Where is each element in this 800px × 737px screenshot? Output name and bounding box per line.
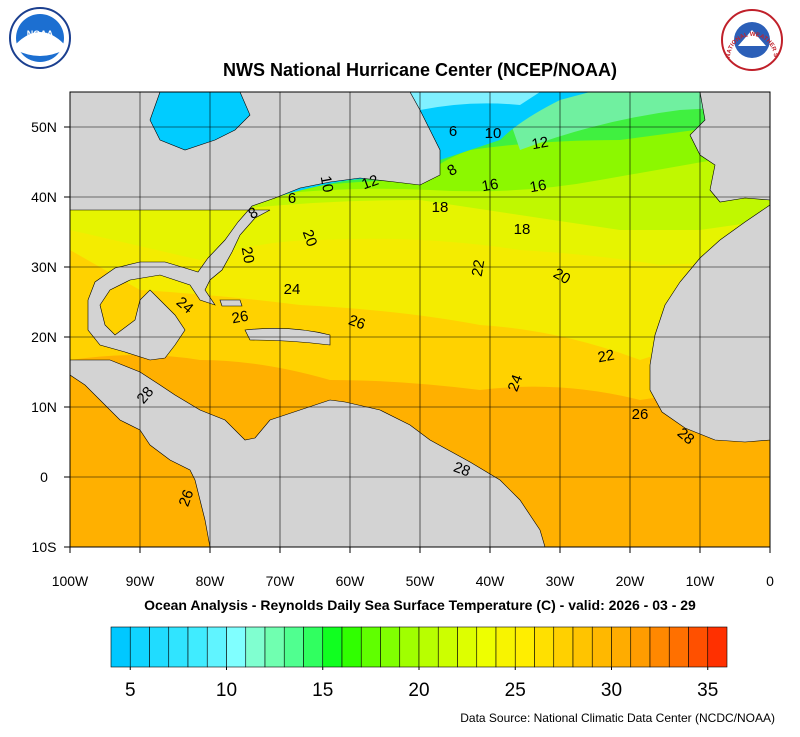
colorbar-swatch — [476, 626, 497, 668]
colorbar-swatch — [534, 626, 555, 668]
colorbar-label: 35 — [697, 680, 718, 701]
colorbar-swatch — [226, 626, 247, 668]
colorbar-swatch — [688, 626, 709, 668]
noaa-logo: NOAA — [9, 7, 71, 69]
colorbar-swatch — [380, 626, 401, 668]
lon-tick-label: 100W — [52, 573, 89, 589]
lat-tick-label: 10N — [31, 399, 57, 415]
colorbar-swatch — [399, 626, 420, 668]
lat-tick-label: 20N — [31, 329, 57, 345]
colorbar-swatch — [495, 626, 516, 668]
contour-label: 6 — [449, 123, 457, 140]
colorbar-swatch — [187, 626, 208, 668]
colorbar-swatch — [168, 626, 189, 668]
colorbar-swatch — [418, 626, 439, 668]
colorbar-swatch — [707, 626, 728, 668]
data-source: Data Source: National Climatic Data Cent… — [460, 711, 775, 725]
colorbar-label: 20 — [408, 680, 429, 701]
lon-tick-label: 30W — [546, 573, 576, 589]
contour-label: 18 — [514, 221, 531, 238]
colorbar-swatch — [611, 626, 632, 668]
lon-tick-label: 0 — [766, 573, 774, 589]
contour-label: 12 — [530, 134, 549, 154]
contour-label: 10 — [485, 125, 502, 142]
contour-label: 24 — [284, 281, 301, 298]
colorbar-swatch — [360, 626, 381, 668]
lon-tick-label: 90W — [126, 573, 156, 589]
contour-label: 28 — [451, 459, 472, 481]
contour-label: 10 — [317, 174, 337, 193]
contour-label: 26 — [346, 312, 367, 334]
lon-tick-label: 60W — [336, 573, 366, 589]
colorbar-label: 5 — [125, 680, 136, 701]
caption: Ocean Analysis - Reynolds Daily Sea Surf… — [144, 597, 696, 613]
colorbar-swatch — [206, 626, 227, 668]
colorbar-swatch — [437, 626, 458, 668]
colorbar-swatch — [591, 626, 612, 668]
contour-label: 26 — [230, 308, 249, 328]
colorbar-swatch — [245, 626, 266, 668]
colorbar-swatch — [514, 626, 535, 668]
colorbar-label: 15 — [312, 680, 333, 701]
contour-label: 26 — [176, 487, 198, 508]
contour-label: 22 — [469, 258, 489, 277]
lat-tick-label: 10S — [32, 539, 57, 555]
contour-label: 20 — [299, 227, 321, 248]
colorbar-swatch — [457, 626, 478, 668]
colorbar-swatch — [553, 626, 574, 668]
lon-tick-label: 10W — [686, 573, 716, 589]
lat-tick-label: 30N — [31, 259, 57, 275]
title: NWS National Hurricane Center (NCEP/NOAA… — [223, 60, 617, 80]
colorbar-swatch — [149, 626, 170, 668]
contour-label: 22 — [596, 347, 615, 367]
lon-tick-label: 70W — [266, 573, 296, 589]
nws-text: NATIONAL WEATHER SERVICE — [0, 0, 778, 58]
colorbar-swatch — [649, 626, 670, 668]
colorbar-swatch — [303, 626, 324, 668]
lon-tick-label: 40W — [476, 573, 506, 589]
lon-tick-label: 20W — [616, 573, 646, 589]
contour-label: 12 — [359, 172, 380, 194]
contour-label: 24 — [505, 372, 527, 393]
colorbar-swatch — [129, 626, 150, 668]
lat-tick-label: 50N — [31, 119, 57, 135]
lon-tick-label: 50W — [406, 573, 436, 589]
colorbar-label: 30 — [601, 680, 622, 701]
contour-label: 20 — [550, 265, 573, 288]
colorbar-swatch — [283, 626, 304, 668]
colorbar-swatch — [630, 626, 651, 668]
colorbar-swatch — [668, 626, 689, 668]
contour-label: 16 — [528, 177, 547, 197]
contour-label: 20 — [238, 245, 258, 264]
contour-label: 16 — [480, 176, 499, 196]
lon-tick-label: 80W — [196, 573, 226, 589]
colorbar-swatch — [572, 626, 593, 668]
contour-label: 18 — [432, 199, 449, 216]
nws-text-path: NATIONAL WEATHER SERVICE — [0, 0, 778, 58]
lat-tick-label: 0 — [40, 469, 48, 485]
noaa-text: NOAA — [27, 29, 54, 39]
contour-label: 26 — [632, 406, 649, 423]
colorbar-label: 25 — [505, 680, 526, 701]
colorbar-label: 10 — [216, 680, 237, 701]
colorbar-swatch — [110, 626, 131, 668]
lat-tick-label: 40N — [31, 189, 57, 205]
colorbar-swatch — [322, 626, 343, 668]
colorbar-swatch — [264, 626, 285, 668]
contour-label: 6 — [288, 190, 296, 207]
colorbar-swatch — [341, 626, 362, 668]
